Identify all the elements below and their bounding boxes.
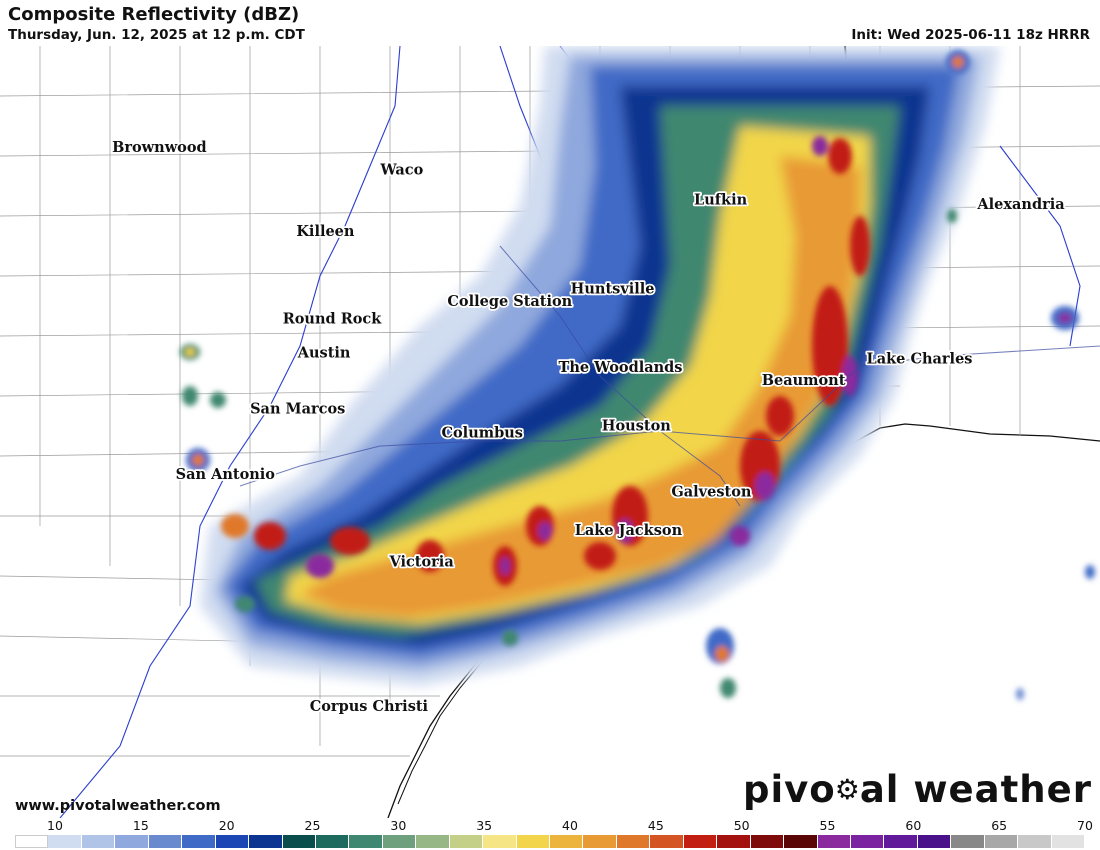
city-label: College Station — [447, 293, 572, 310]
scale-tick-label: 45 — [647, 818, 664, 833]
city-label: Killeen — [296, 223, 355, 240]
scale-swatch — [382, 835, 417, 848]
scale-swatch — [81, 835, 116, 848]
scale-tick-label: 50 — [733, 818, 750, 833]
city-label: Columbus — [441, 425, 522, 442]
scale-tick-label: 25 — [304, 818, 321, 833]
scale-swatch — [315, 835, 350, 848]
scale-swatch — [115, 835, 149, 848]
scale-tick-label: 15 — [132, 818, 149, 833]
city-label: Lufkin — [694, 192, 748, 209]
scale-tick-label: 70 — [1077, 818, 1093, 833]
init-time: Init: Wed 2025-06-11 18z HRRR — [851, 27, 1090, 43]
city-label: San Antonio — [176, 466, 276, 483]
header: Composite Reflectivity (dBZ) Thursday, J… — [0, 0, 1100, 46]
brand-part1: pivo — [743, 768, 836, 811]
scale-swatch — [182, 835, 216, 848]
scale-swatch — [817, 835, 851, 848]
scale-swatch — [1051, 835, 1085, 848]
scale-tick-label: 65 — [991, 818, 1008, 833]
city-label: The Woodlands — [559, 359, 683, 376]
scale-tick-label: 20 — [218, 818, 235, 833]
city-label: Waco — [379, 162, 423, 179]
brand-logo: pivo⚙al weather — [743, 768, 1092, 811]
scale-swatch — [850, 835, 885, 848]
city-label: Austin — [297, 345, 351, 362]
brand-part2: al weather — [859, 768, 1092, 811]
map-canvas: Brownwood Waco Killeen Lufkin Alexandria Hunt… — [0, 46, 1100, 818]
scale-swatch — [750, 835, 785, 848]
scale-swatch — [984, 835, 1019, 848]
scale-tick-label: 55 — [819, 818, 836, 833]
scale-tick-label: 30 — [390, 818, 407, 833]
city-label: Corpus Christi — [310, 698, 429, 715]
website-url[interactable]: www.pivotalweather.com — [15, 798, 221, 814]
scale-swatch — [15, 835, 49, 848]
city-label: Brownwood — [112, 139, 207, 156]
city-label: Huntsville — [571, 280, 655, 297]
scale-swatch — [550, 835, 584, 848]
city-label: Lake Charles — [867, 350, 973, 367]
scale-swatch — [249, 835, 283, 848]
scale-tick-label: 35 — [476, 818, 493, 833]
city-label: Round Rock — [283, 310, 383, 327]
city-label: Victoria — [388, 553, 454, 570]
highways — [239, 245, 1100, 507]
city-label: Galveston — [671, 483, 751, 500]
city-label: Houston — [602, 418, 671, 435]
city-labels: Brownwood Waco Killeen Lufkin Alexandria Hunt… — [110, 137, 1067, 716]
scale-swatch — [416, 835, 450, 848]
scale-swatch — [516, 835, 550, 848]
chart-title: Composite Reflectivity (dBZ) — [8, 4, 300, 25]
scale-swatch — [717, 835, 751, 848]
valid-time: Thursday, Jun. 12, 2025 at 12 p.m. CDT — [8, 27, 305, 43]
scale-swatch — [616, 835, 651, 848]
city-label: Alexandria — [976, 196, 1065, 213]
scale-tick-label: 60 — [905, 818, 922, 833]
scale-swatch — [48, 835, 82, 848]
scale-swatch — [884, 835, 918, 848]
scale-swatch — [449, 835, 484, 848]
scale-swatch — [784, 835, 818, 848]
gear-icon: ⚙ — [834, 773, 861, 806]
scale-swatch — [483, 835, 517, 848]
scale-tick-label: 10 — [47, 818, 63, 833]
scale-swatch — [282, 835, 316, 848]
scale-swatch — [917, 835, 952, 848]
scale-tick-label: 40 — [562, 818, 578, 833]
scale-swatch — [650, 835, 684, 848]
color-scale: 10 15 20 25 30 35 40 45 50 55 60 65 70 — [15, 818, 1093, 850]
city-label: Lake Jackson — [575, 522, 683, 539]
radar-map[interactable]: Brownwood Waco Killeen Lufkin Alexandria Hunt… — [0, 46, 1100, 818]
city-label: Beaumont — [762, 372, 846, 389]
scale-swatch — [349, 835, 383, 848]
city-label: San Marcos — [250, 400, 345, 417]
scale-swatch — [583, 835, 617, 848]
scale-swatch — [1018, 835, 1052, 848]
scale-swatch — [148, 835, 183, 848]
scale-swatch — [215, 835, 250, 848]
scale-swatch — [683, 835, 718, 848]
scale-swatch — [951, 835, 985, 848]
